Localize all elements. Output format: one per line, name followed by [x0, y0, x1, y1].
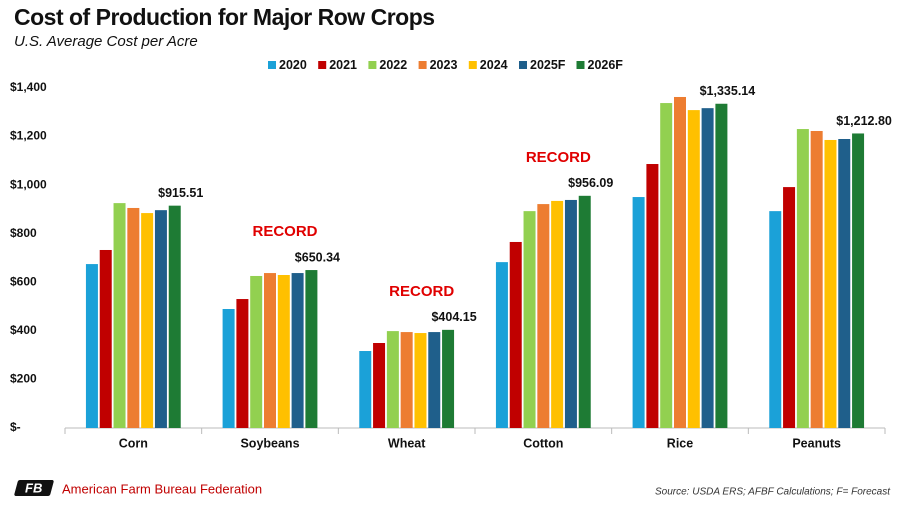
bar: [277, 275, 290, 428]
bar: [715, 103, 728, 429]
data-label: $1,335.14: [700, 84, 756, 98]
bar: [386, 331, 399, 428]
bar: [442, 329, 455, 428]
annotation: RECORD: [526, 149, 591, 166]
bar: [250, 275, 263, 428]
legend-label: 2024: [480, 58, 508, 72]
organization: American Farm Bureau Federation: [62, 481, 262, 496]
bar: [495, 262, 508, 428]
legend-label: 2026F: [588, 58, 624, 72]
bar: [291, 273, 304, 428]
bar: [769, 211, 782, 428]
legend-swatch: [576, 61, 585, 69]
y-tick-label: $1,000: [10, 177, 47, 191]
bar: [168, 205, 181, 428]
bar: [428, 332, 441, 428]
bar: [154, 210, 167, 428]
x-tick-label: Cotton: [523, 436, 563, 450]
bar: [113, 203, 126, 428]
bar: [127, 207, 140, 428]
bar: [222, 309, 235, 428]
y-tick-label: $600: [10, 274, 37, 288]
source-note: Source: USDA ERS; AFBF Calculations; F= …: [655, 487, 891, 498]
legend-swatch: [468, 61, 477, 69]
bar: [810, 130, 823, 428]
legend-swatch: [418, 61, 427, 69]
x-tick-label: Peanuts: [792, 436, 841, 450]
legend-swatch: [519, 61, 527, 69]
legend-label: 2021: [329, 58, 357, 72]
y-tick-label: $1,200: [10, 129, 47, 143]
x-tick-label: Corn: [119, 436, 148, 450]
bar: [373, 343, 386, 428]
bar: [414, 333, 427, 428]
bar: [824, 139, 837, 428]
y-tick-label: $400: [10, 323, 37, 337]
bar: [400, 332, 413, 428]
bar: [796, 129, 809, 429]
y-tick-label: $1,400: [10, 80, 47, 94]
bar: [852, 133, 865, 428]
y-tick-label: $800: [10, 226, 37, 240]
bar: [578, 195, 591, 428]
bar: [305, 270, 318, 428]
y-tick-label: $200: [10, 372, 37, 386]
x-tick-label: Soybeans: [240, 436, 299, 450]
legend-swatch: [318, 61, 327, 69]
bar: [141, 213, 154, 428]
bar: [687, 110, 700, 428]
data-label: $404.15: [431, 310, 476, 324]
bar: [564, 199, 577, 428]
bar: [85, 264, 98, 428]
bar: [236, 299, 249, 428]
bar: [264, 273, 276, 428]
bar: [359, 351, 372, 428]
legend-swatch: [368, 61, 377, 69]
x-tick-label: Rice: [667, 436, 693, 450]
data-label: $1,212.80: [836, 114, 892, 128]
y-tick-label: $-: [10, 420, 21, 434]
logo: FB: [14, 480, 54, 496]
chart-subtitle: U.S. Average Cost per Acre: [14, 33, 198, 50]
data-label: $956.09: [568, 176, 613, 190]
annotation: RECORD: [252, 223, 317, 240]
legend-label: 2022: [379, 58, 407, 72]
legend-label: 2023: [430, 58, 458, 72]
bar: [646, 164, 659, 428]
bar: [674, 96, 686, 428]
bar: [701, 108, 714, 429]
bar: [509, 241, 522, 428]
legend-label: 2025F: [530, 58, 566, 72]
chart-title: Cost of Production for Major Row Crops: [14, 4, 435, 30]
bar: [632, 197, 645, 428]
bar: [551, 200, 564, 428]
annotation: RECORD: [389, 283, 454, 300]
bar: [783, 187, 796, 428]
logo-letters: FB: [25, 480, 42, 495]
bar: [99, 249, 112, 428]
x-tick-label: Wheat: [388, 436, 426, 450]
legend-swatch: [268, 61, 276, 69]
data-label: $650.34: [295, 250, 340, 264]
data-label: $915.51: [158, 186, 203, 200]
bar: [523, 211, 536, 428]
logo-mark: [14, 480, 54, 496]
bar: [838, 139, 851, 428]
bar: [537, 204, 550, 428]
bar: [660, 103, 673, 429]
legend-label: 2020: [279, 58, 307, 72]
